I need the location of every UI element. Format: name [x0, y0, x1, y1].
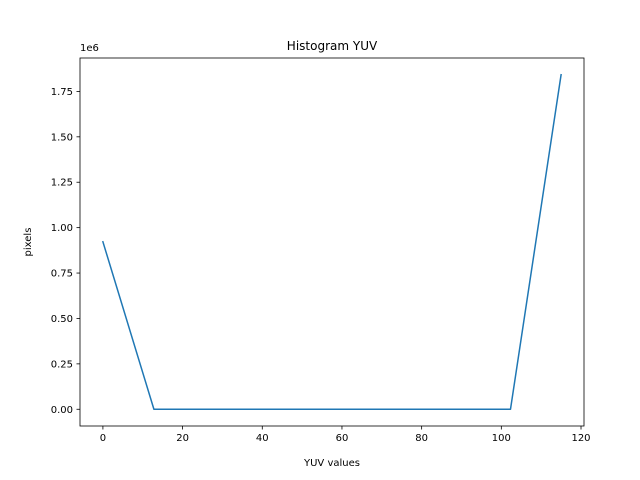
y-axis-label: pixels — [23, 228, 34, 257]
y-tick-label: 1.00 — [51, 223, 73, 234]
y-tick-label: 0.00 — [51, 405, 73, 416]
x-tick-label: 20 — [176, 433, 189, 444]
y-tick-label: 1.75 — [51, 87, 73, 98]
series-line — [101, 73, 562, 411]
x-tick-label: 60 — [336, 433, 349, 444]
y-tick-label: 0.25 — [51, 359, 73, 370]
x-tick-label: 0 — [100, 433, 106, 444]
x-tick-label: 80 — [415, 433, 428, 444]
y-tick-label: 1.50 — [51, 132, 73, 143]
chart-title: Histogram YUV — [287, 39, 378, 53]
y-tick-label: 0.50 — [51, 314, 73, 325]
x-axis-label: YUV values — [303, 458, 360, 469]
x-tick-label: 40 — [256, 433, 269, 444]
x-tick-label: 120 — [571, 433, 590, 444]
plot-frame — [79, 57, 585, 427]
y-axis: 0.00 0.25 0.50 0.75 1.00 1.25 1.50 1.75 — [51, 87, 80, 416]
y-tick-label: 0.75 — [51, 269, 73, 280]
x-axis: 0 20 40 60 80 100 120 — [100, 426, 591, 444]
x-tick-label: 100 — [492, 433, 511, 444]
y-offset-text: 1e6 — [80, 43, 99, 54]
y-tick-label: 1.25 — [51, 178, 73, 189]
